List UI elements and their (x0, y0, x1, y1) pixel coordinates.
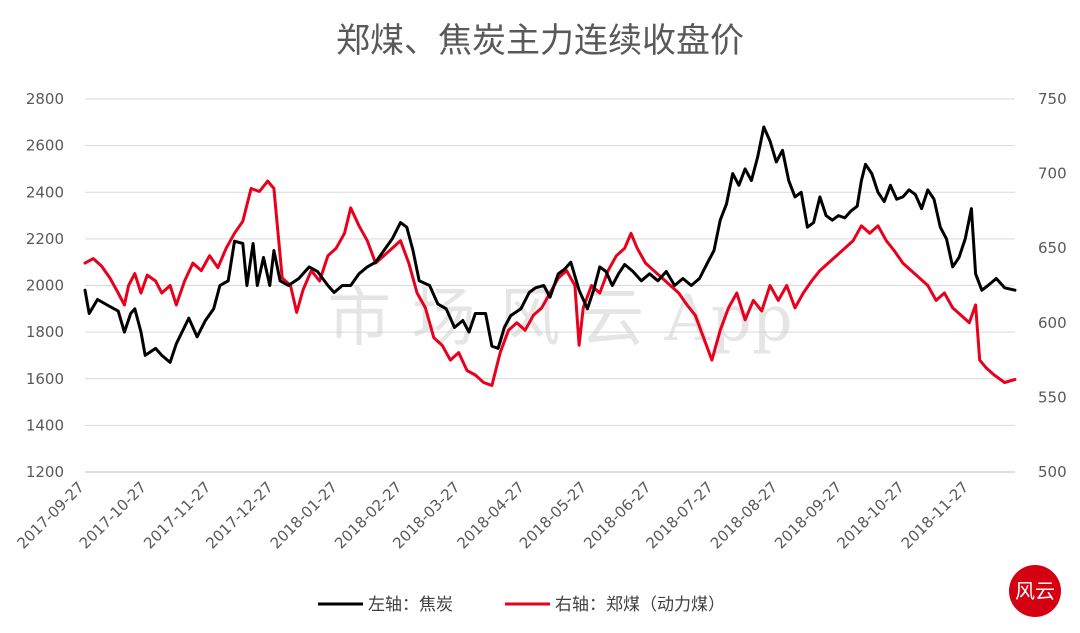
left-tick-label: 2800 (26, 90, 64, 108)
left-tick-label: 1400 (26, 416, 64, 434)
left-axis-ticks: 1200 1400 1600 1800 2000 2200 2400 2600 2800 (26, 90, 64, 481)
left-tick-label: 1200 (26, 463, 64, 481)
left-tick-label: 2400 (26, 183, 64, 201)
right-tick-label: 550 (1038, 388, 1067, 406)
x-tick-label: 2018-10-27 (833, 478, 907, 552)
chart-title: 郑煤、焦炭主力连续收盘价 (336, 21, 744, 61)
seal-circle (1009, 565, 1061, 617)
right-tick-label: 650 (1038, 239, 1067, 257)
series-line-coke (83, 125, 1017, 364)
left-tick-label: 2600 (26, 137, 64, 155)
right-tick-label: 750 (1038, 90, 1067, 108)
x-tick-label: 2017-12-27 (202, 478, 276, 552)
left-tick-label: 2200 (26, 230, 64, 248)
series-layer (83, 125, 1017, 387)
seal-text: 风云 (1015, 579, 1055, 603)
legend: 左轴：焦炭 右轴：郑煤（动力煤） (318, 595, 725, 615)
right-tick-label: 500 (1038, 463, 1067, 481)
left-tick-label: 1800 (26, 323, 64, 341)
series-line-thermal-coal (83, 179, 1017, 387)
legend-entry: 左轴：焦炭 (368, 595, 453, 615)
right-axis-ticks: 500 550 600 650 700 750 (1038, 90, 1067, 481)
left-tick-label: 2000 (26, 277, 64, 295)
gridlines (85, 98, 1015, 473)
left-tick-label: 1600 (26, 370, 64, 388)
x-tick-label: 2018-07-27 (642, 478, 716, 552)
right-tick-label: 700 (1038, 165, 1067, 183)
right-tick-label: 600 (1038, 314, 1067, 332)
x-tick-label: 2018-01-27 (267, 478, 341, 552)
x-axis-ticks: 2017-09-272017-10-272017-11-272017-12-27… (13, 478, 972, 552)
x-tick-label: 2018-05-27 (516, 478, 590, 552)
x-tick-label: 2017-10-27 (76, 478, 150, 552)
x-tick-label: 2018-08-27 (707, 478, 781, 552)
seal-logo: 风云 (1009, 565, 1061, 617)
legend-entry: 右轴：郑煤（动力煤） (555, 595, 725, 615)
x-tick-label: 2018-11-27 (898, 478, 972, 552)
